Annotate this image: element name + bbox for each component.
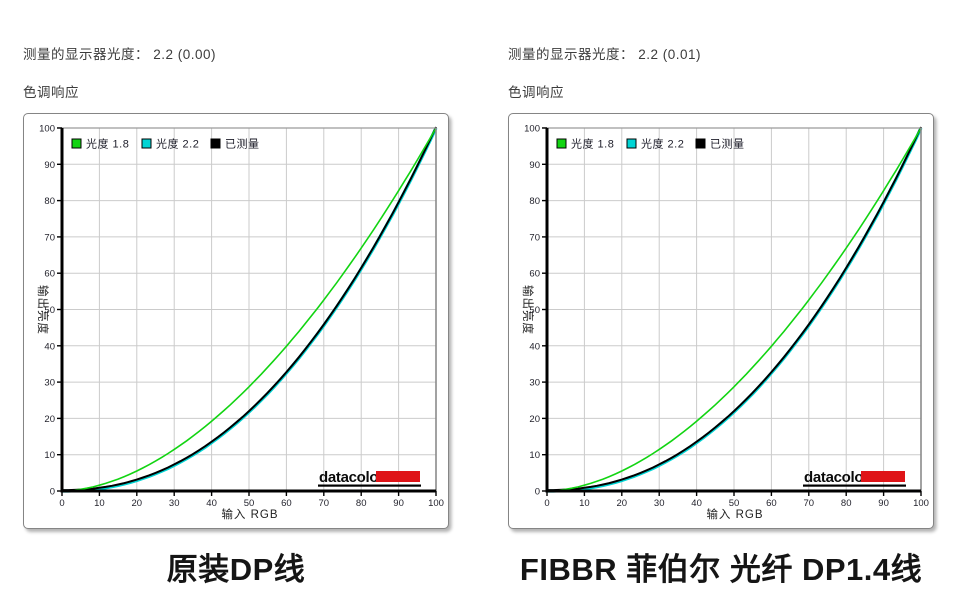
x-tick-label: 90	[393, 498, 404, 509]
figure-caption-original-dp: 原装DP线	[166, 552, 306, 587]
y-tick-label: 100	[524, 124, 540, 135]
y-tick-label: 80	[529, 196, 540, 207]
curve-gamma-1-8	[61, 127, 437, 492]
tick-labels: 0 10 20 30 40 50 60 70 80 90 100 0 10 20 30 40 50 60 70 80 9…	[39, 124, 444, 510]
x-tick-label: 100	[913, 498, 929, 509]
legend-label-gamma-2-2: 光度 2.2	[641, 137, 684, 151]
y-tick-label: 30	[529, 378, 540, 389]
legend-label-measured: 已测量	[225, 138, 260, 151]
x-tick-label: 90	[878, 498, 889, 509]
chart-legend: 光度 1.8 光度 2.2 已测量	[556, 137, 745, 151]
x-tick-label: 40	[206, 498, 217, 509]
y-tick-label: 50	[529, 305, 540, 316]
datacolor-logo: datacolor	[318, 469, 421, 487]
y-tick-label: 0	[50, 487, 55, 498]
tone-response-title: 色调响应	[508, 85, 564, 100]
measured-gamma-text: 测量的显示器光度： 2.2 (0.00)	[23, 47, 217, 62]
y-tick-label: 10	[529, 450, 540, 461]
tone-response-chart-panel: 0 10 20 30 40 50 60 70 80 90 100 0 10 20 30 40 50 60 70 80 9…	[23, 113, 449, 529]
curves	[61, 126, 438, 493]
y-tick-label: 70	[529, 232, 540, 243]
x-tick-label: 30	[169, 498, 180, 509]
y-tick-label: 20	[44, 414, 55, 425]
y-tick-label: 30	[44, 378, 55, 389]
y-tick-label: 50	[44, 305, 55, 316]
x-tick-label: 20	[132, 498, 143, 509]
figure-fibbr-dp14-cable: 测量的显示器光度： 2.2 (0.01) 色调响应 0 10 20 30 40 50 60 7…	[508, 0, 934, 596]
x-tick-label: 10	[579, 498, 590, 509]
x-axis-title: 输入 RGB	[706, 507, 763, 521]
y-axis-title: 输出亮度	[521, 285, 535, 335]
x-tick-label: 0	[59, 498, 64, 509]
legend-label-gamma-2-2: 光度 2.2	[156, 137, 199, 151]
x-tick-label: 80	[841, 498, 852, 509]
curves	[546, 126, 923, 493]
datacolor-logo-text: datacolor	[804, 469, 869, 486]
x-tick-label: 40	[691, 498, 702, 509]
figure-original-dp-cable: 测量的显示器光度： 2.2 (0.00) 色调响应 0 10 20 30 40 50 60 7…	[23, 0, 449, 596]
axes	[60, 127, 437, 493]
legend-swatch-gamma-1-8	[556, 138, 567, 149]
y-tick-label: 10	[44, 450, 55, 461]
tick-labels: 0 10 20 30 40 50 60 70 80 90 100 0 10 20 30 40 50 60 70 80 9…	[524, 124, 929, 510]
x-axis-title: 输入 RGB	[221, 507, 278, 521]
x-tick-label: 30	[654, 498, 665, 509]
axes	[545, 127, 922, 493]
curve-measured	[547, 126, 922, 492]
x-tick-label: 80	[356, 498, 367, 509]
y-tick-label: 70	[44, 232, 55, 243]
y-tick-label: 40	[44, 341, 55, 352]
legend-swatch-gamma-2-2	[141, 138, 152, 149]
gridlines	[547, 127, 922, 491]
datacolor-logo-underline	[318, 484, 421, 487]
x-tick-label: 60	[281, 498, 292, 509]
x-tick-label: 50	[244, 498, 255, 509]
curve-measured	[62, 126, 437, 492]
x-tick-label: 70	[804, 498, 815, 509]
y-axis-title: 输出亮度	[36, 285, 50, 335]
gridlines	[62, 127, 437, 491]
x-tick-label: 0	[544, 498, 549, 509]
x-tick-label: 20	[617, 498, 628, 509]
y-tick-label: 20	[529, 414, 540, 425]
y-tick-label: 60	[44, 269, 55, 280]
legend-label-gamma-1-8: 光度 1.8	[86, 137, 129, 151]
tone-response-chart-panel: 0 10 20 30 40 50 60 70 80 90 100 0 10 20 30 40 50 60 70 80 9…	[508, 113, 934, 529]
y-tick-label: 40	[529, 341, 540, 352]
y-tick-label: 100	[39, 124, 55, 135]
legend-swatch-measured	[210, 138, 221, 149]
legend-swatch-measured	[695, 138, 706, 149]
datacolor-logo-red-bar	[376, 471, 420, 482]
datacolor-logo-red-bar	[861, 471, 905, 482]
tone-response-title: 色调响应	[23, 85, 79, 100]
measured-gamma-text: 测量的显示器光度： 2.2 (0.01)	[508, 47, 702, 62]
datacolor-logo-text: datacolor	[319, 469, 384, 486]
chart-legend: 光度 1.8 光度 2.2 已测量	[71, 137, 260, 151]
curve-gamma-1-8	[546, 127, 922, 492]
legend-label-measured: 已测量	[710, 138, 745, 151]
legend-swatch-gamma-1-8	[71, 138, 82, 149]
datacolor-logo: datacolor	[803, 469, 906, 487]
tone-response-chart: 0 10 20 30 40 50 60 70 80 90 100 0 10 20 30 40 50 60 70 80 9…	[521, 124, 929, 522]
figure-caption-fibbr-dp14: FIBBR 菲伯尔 光纤 DP1.4线	[519, 552, 923, 587]
legend-swatch-gamma-2-2	[626, 138, 637, 149]
x-tick-label: 70	[319, 498, 330, 509]
x-tick-label: 10	[94, 498, 105, 509]
x-tick-label: 50	[729, 498, 740, 509]
y-tick-label: 90	[529, 160, 540, 171]
y-tick-label: 0	[535, 487, 540, 498]
y-tick-label: 80	[44, 196, 55, 207]
y-tick-label: 60	[529, 269, 540, 280]
tone-response-chart: 0 10 20 30 40 50 60 70 80 90 100 0 10 20 30 40 50 60 70 80 9…	[36, 124, 444, 522]
x-tick-label: 60	[766, 498, 777, 509]
y-tick-label: 90	[44, 160, 55, 171]
legend-label-gamma-1-8: 光度 1.8	[571, 137, 614, 151]
datacolor-logo-underline	[803, 484, 906, 487]
x-tick-label: 100	[428, 498, 444, 509]
